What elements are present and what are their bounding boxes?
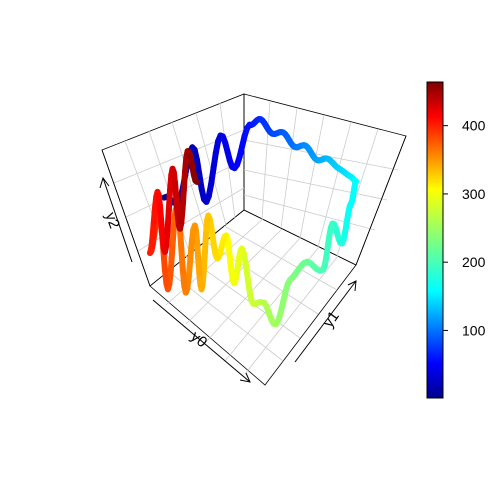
grid-lines: [113, 100, 399, 375]
plot-box: [101, 93, 407, 386]
path-segment: [178, 246, 186, 274]
path-segment: [165, 187, 174, 214]
axis-arrows: [99, 176, 357, 383]
path-segment: [169, 223, 177, 251]
colorbar: 100 200 300 400: [426, 81, 486, 399]
path-segment: [179, 186, 187, 212]
colorbar-tick-label: 400: [462, 118, 486, 134]
colorbar-tick-label: 300: [462, 186, 486, 202]
back-right-panel: [243, 93, 407, 266]
colorbar-tick-label: 100: [462, 322, 486, 338]
colorbar-ticks: 100 200 300 400: [443, 118, 486, 338]
colorbar-gradient: [426, 81, 444, 399]
axis-title-y2: y2: [102, 210, 123, 231]
path-segment: [201, 230, 209, 256]
path-segment: [192, 177, 200, 185]
colorbar-tick-label: 200: [462, 254, 486, 270]
path-segment: [167, 244, 176, 272]
path-segment: [200, 249, 208, 275]
series-path: [147, 116, 359, 328]
axis-title-y1: y1: [320, 308, 343, 331]
path-segment: [164, 207, 172, 234]
path-segment: [180, 168, 189, 193]
